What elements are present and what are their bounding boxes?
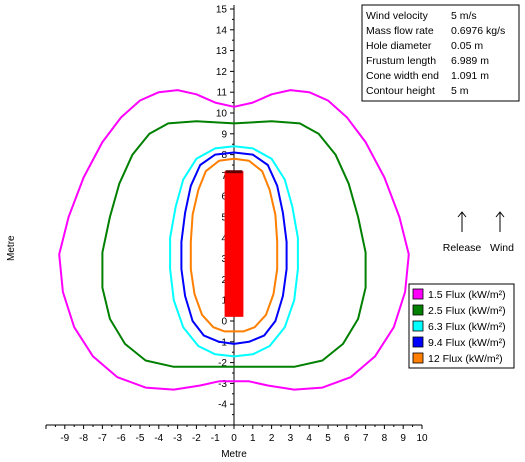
contour-line-2 xyxy=(169,145,299,358)
info-label: Cone width end xyxy=(366,70,439,82)
legend-swatch xyxy=(412,336,424,348)
arrow-label: Wind xyxy=(490,242,514,254)
x-tick-label: 4 xyxy=(306,433,312,444)
y-tick-label: 13 xyxy=(216,46,228,57)
y-tick-label: 14 xyxy=(216,25,228,36)
info-value: 5 m/s xyxy=(451,10,477,22)
legend-swatch xyxy=(412,304,424,316)
x-tick-label: 6 xyxy=(344,433,350,444)
x-tick-label: -5 xyxy=(136,433,145,444)
x-tick-label: 10 xyxy=(416,433,428,444)
x-tick-label: -9 xyxy=(60,433,69,444)
arrow-label: Release xyxy=(443,242,482,254)
legend-label: 6.3 Flux (kW/m²) xyxy=(428,321,506,333)
y-tick-label: 5 xyxy=(221,213,227,224)
legend-swatch xyxy=(412,352,424,364)
y-tick-label: 7 xyxy=(221,171,227,182)
legend-frame xyxy=(408,283,515,369)
y-tick-label: 6 xyxy=(221,192,227,203)
y-tick-label: 3 xyxy=(221,254,227,265)
x-tick-label: 8 xyxy=(382,433,388,444)
info-label: Mass flow rate xyxy=(366,25,434,37)
info-label: Wind velocity xyxy=(366,10,429,22)
y-tick-label: -2 xyxy=(218,358,227,369)
x-tick-label: 7 xyxy=(363,433,369,444)
contour-line-0 xyxy=(58,89,410,391)
y-tick-label: 0 xyxy=(221,317,227,328)
flame-cap xyxy=(225,170,243,174)
y-tick-label: 10 xyxy=(216,109,228,120)
info-label: Contour height xyxy=(366,85,435,97)
y-tick-label: 4 xyxy=(221,233,227,244)
x-tick-label: 3 xyxy=(288,433,294,444)
y-tick-label: 15 xyxy=(216,5,228,16)
x-tick-label: -3 xyxy=(173,433,182,444)
info-value: 5 m xyxy=(451,85,469,97)
flame-body xyxy=(224,170,244,317)
y-tick-label: 2 xyxy=(221,275,227,286)
x-tick-label: -6 xyxy=(117,433,126,444)
arrow-head-icon xyxy=(495,211,505,218)
contour-line-4 xyxy=(189,157,279,333)
x-tick-label: 2 xyxy=(269,433,275,444)
info-label: Hole diameter xyxy=(366,40,432,52)
y-tick-label: -4 xyxy=(218,400,227,411)
y-tick-label: 11 xyxy=(217,88,228,99)
legend-swatch xyxy=(412,288,424,300)
x-tick-label: 1 xyxy=(250,433,256,444)
info-value: 1.091 m xyxy=(451,70,489,82)
info-label: Frustum length xyxy=(366,55,436,67)
x-tick-label: 0 xyxy=(231,433,237,444)
contour-line-1 xyxy=(101,120,367,368)
x-tick-label: -1 xyxy=(211,433,220,444)
y-tick-label: 9 xyxy=(221,129,227,140)
x-tick-label: -7 xyxy=(98,433,107,444)
y-axis-title: Metre xyxy=(6,235,17,261)
y-tick-label: -3 xyxy=(218,379,227,390)
x-tick-label: -8 xyxy=(79,433,88,444)
y-tick-label: 12 xyxy=(216,67,228,78)
legend-label: 2.5 Flux (kW/m²) xyxy=(428,305,506,317)
legend-swatch xyxy=(412,320,424,332)
contour-series xyxy=(58,89,410,391)
info-value: 0.6976 kg/s xyxy=(451,25,505,37)
x-tick-label: 5 xyxy=(325,433,331,444)
x-tick-label: 9 xyxy=(400,433,406,444)
contour-line-3 xyxy=(180,151,288,345)
arrow-head-icon xyxy=(457,211,467,218)
x-axis-title: Metre xyxy=(221,449,247,460)
legend: 1.5 Flux (kW/m²) 2.5 Flux (kW/m²) 6.3 Flux… xyxy=(408,283,515,369)
legend-label: 12 Flux (kW/m²) xyxy=(428,353,503,365)
info-box: Wind velocity 5 m/s Mass flow rate 0.6976 k… xyxy=(361,4,520,102)
legend-label: 9.4 Flux (kW/m²) xyxy=(428,337,506,349)
info-box-frame xyxy=(361,4,520,102)
info-value: 0.05 m xyxy=(451,40,483,52)
y-tick-label: 8 xyxy=(221,150,227,161)
y-tick-label: 1 xyxy=(221,296,227,307)
x-tick-label: -2 xyxy=(192,433,201,444)
legend-label: 1.5 Flux (kW/m²) xyxy=(428,289,506,301)
info-value: 6.989 m xyxy=(451,55,489,67)
direction-arrows: Release Wind xyxy=(443,211,514,254)
x-tick-label: -4 xyxy=(154,433,163,444)
flame-rect xyxy=(224,171,244,317)
